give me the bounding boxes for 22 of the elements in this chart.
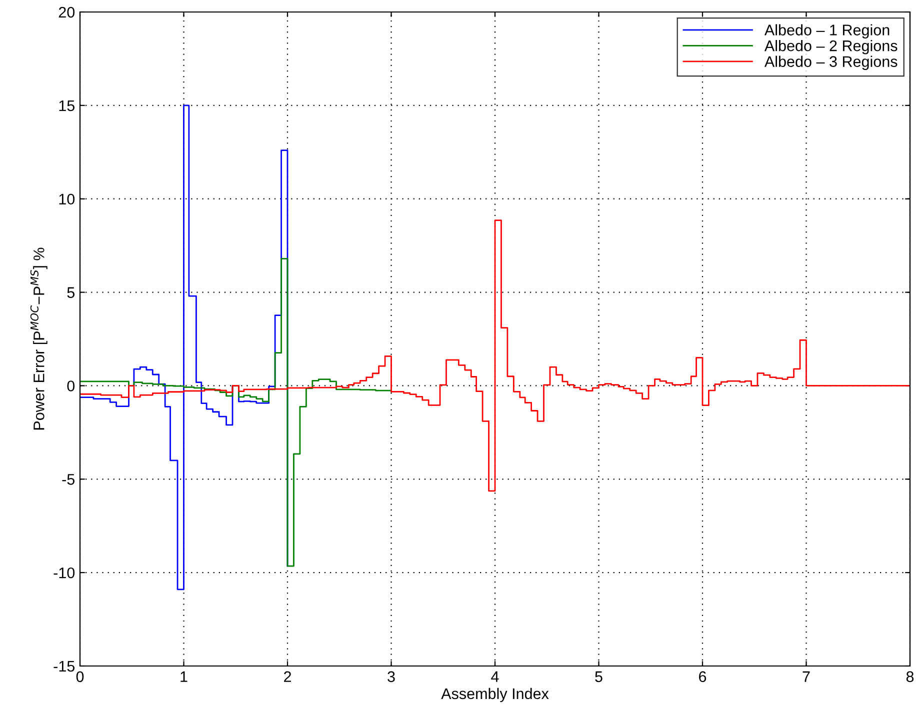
x-tick-label: 7 (802, 671, 810, 682)
y-tick-label: -5 (62, 474, 74, 485)
y-axis-title: Power Error [P$^{MOC}$−P$^{MS}$] % (30, 248, 48, 430)
x-tick-label: 6 (699, 671, 706, 682)
legend-label: Albedo – 3 Regions (764, 56, 898, 70)
x-tick-label: 8 (906, 671, 914, 682)
x-tick-label: 0 (76, 671, 84, 682)
y-tick-label: 10 (59, 194, 75, 205)
x-tick-label: 2 (284, 671, 291, 682)
x-axis-title: Assembly Index (441, 688, 549, 702)
x-tick-label: 1 (180, 671, 188, 682)
y-tick-label: -15 (54, 661, 74, 672)
x-tick-label: 3 (388, 671, 395, 682)
y-tick-label: 0 (67, 380, 75, 392)
y-tick-label: -10 (54, 567, 75, 578)
legend-label: Albedo – 1 Region (764, 24, 890, 38)
y-tick-label: 15 (59, 100, 74, 112)
y-tick-label: 20 (58, 6, 75, 18)
y-tick-label: 5 (67, 287, 74, 298)
x-tick-label: 4 (491, 671, 499, 682)
legend-label: Albedo – 2 Regions (764, 40, 898, 54)
x-tick-label: 5 (595, 671, 602, 682)
